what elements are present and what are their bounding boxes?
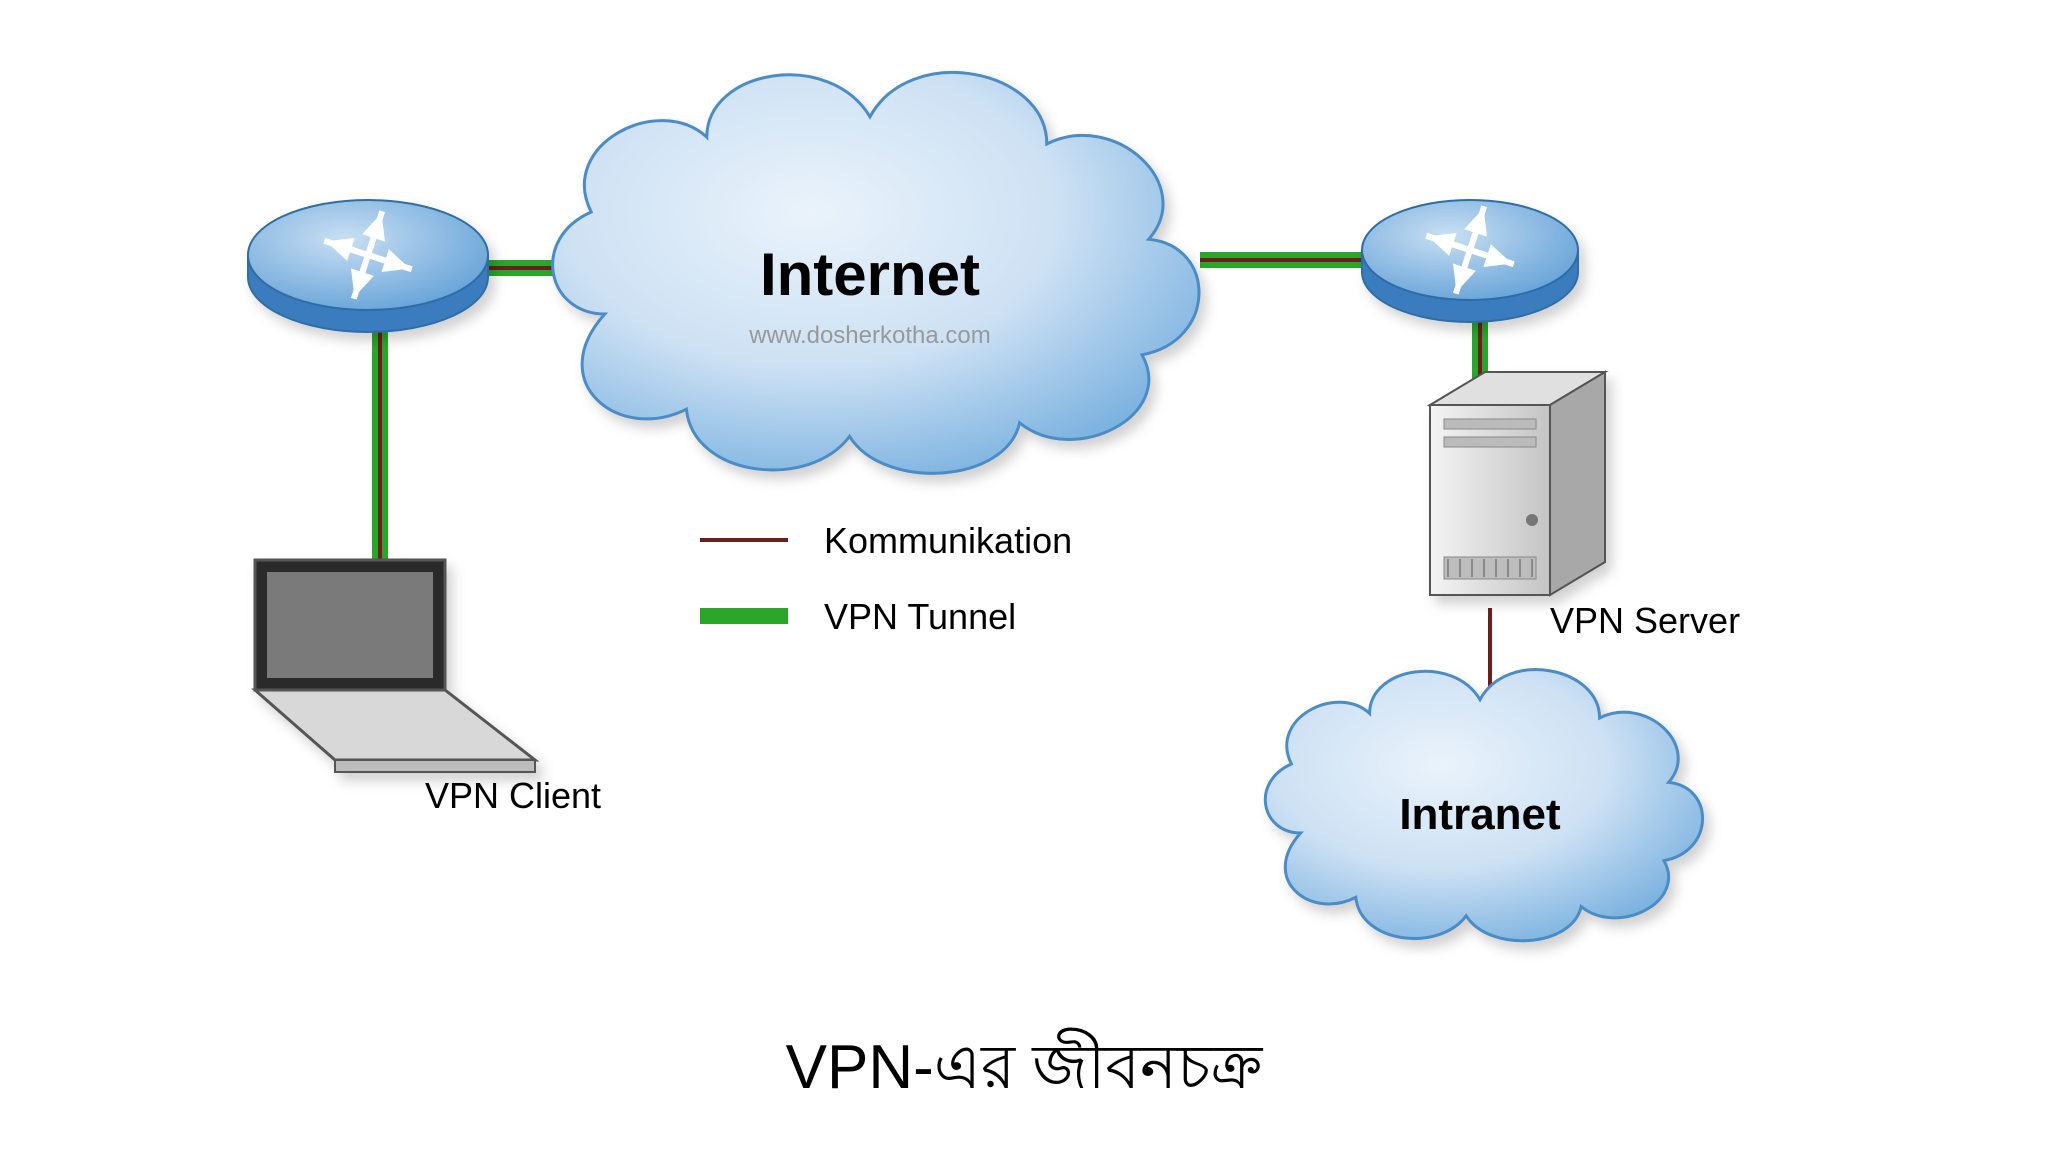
diagram-caption: VPN-এর জীবনচক্র: [0, 1020, 2048, 1123]
legend-swatch-comm: [700, 538, 788, 542]
vpn-server-label: VPN Server: [1550, 600, 1740, 642]
cloud-intranet-label: Intranet: [1399, 790, 1560, 840]
diagram-canvas: Internet www.dosherkotha.com Intranet VPN C…: [0, 0, 2048, 1152]
router-left: [248, 200, 488, 332]
diagram-svg: [0, 0, 2048, 1152]
legend-label-comm: Kommunikation: [824, 520, 1072, 562]
laptop-vpn-client: [255, 560, 535, 772]
legend-label-tunnel: VPN Tunnel: [824, 596, 1016, 638]
cloud-internet-label: Internet: [760, 240, 980, 309]
vpn-client-label: VPN Client: [425, 775, 601, 817]
watermark-text: www.dosherkotha.com: [749, 322, 990, 350]
router-right: [1362, 200, 1578, 322]
legend-swatch-tunnel: [700, 608, 788, 624]
server-vpn-server: [1430, 372, 1605, 595]
